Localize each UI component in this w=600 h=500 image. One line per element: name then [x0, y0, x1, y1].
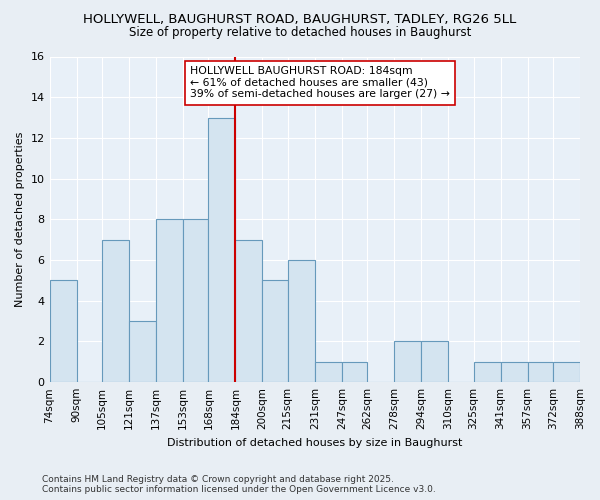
Bar	[500, 362, 527, 382]
Bar	[129, 321, 156, 382]
Bar	[553, 362, 580, 382]
X-axis label: Distribution of detached houses by size in Baughurst: Distribution of detached houses by size …	[167, 438, 463, 448]
Y-axis label: Number of detached properties: Number of detached properties	[15, 132, 25, 307]
Text: HOLLYWELL BAUGHURST ROAD: 184sqm
← 61% of detached houses are smaller (43)
39% o: HOLLYWELL BAUGHURST ROAD: 184sqm ← 61% o…	[190, 66, 450, 100]
Bar	[394, 342, 421, 382]
Text: Size of property relative to detached houses in Baughurst: Size of property relative to detached ho…	[129, 26, 471, 39]
Bar	[50, 280, 77, 382]
Bar	[421, 342, 448, 382]
Text: Contains HM Land Registry data © Crown copyright and database right 2025.
Contai: Contains HM Land Registry data © Crown c…	[42, 474, 436, 494]
Bar	[208, 118, 235, 382]
Bar	[527, 362, 553, 382]
Bar	[473, 362, 500, 382]
Bar	[156, 220, 183, 382]
Bar	[183, 220, 208, 382]
Bar	[342, 362, 367, 382]
Bar	[262, 280, 288, 382]
Bar	[235, 240, 262, 382]
Bar	[102, 240, 129, 382]
Bar	[288, 260, 315, 382]
Bar	[315, 362, 342, 382]
Text: HOLLYWELL, BAUGHURST ROAD, BAUGHURST, TADLEY, RG26 5LL: HOLLYWELL, BAUGHURST ROAD, BAUGHURST, TA…	[83, 12, 517, 26]
